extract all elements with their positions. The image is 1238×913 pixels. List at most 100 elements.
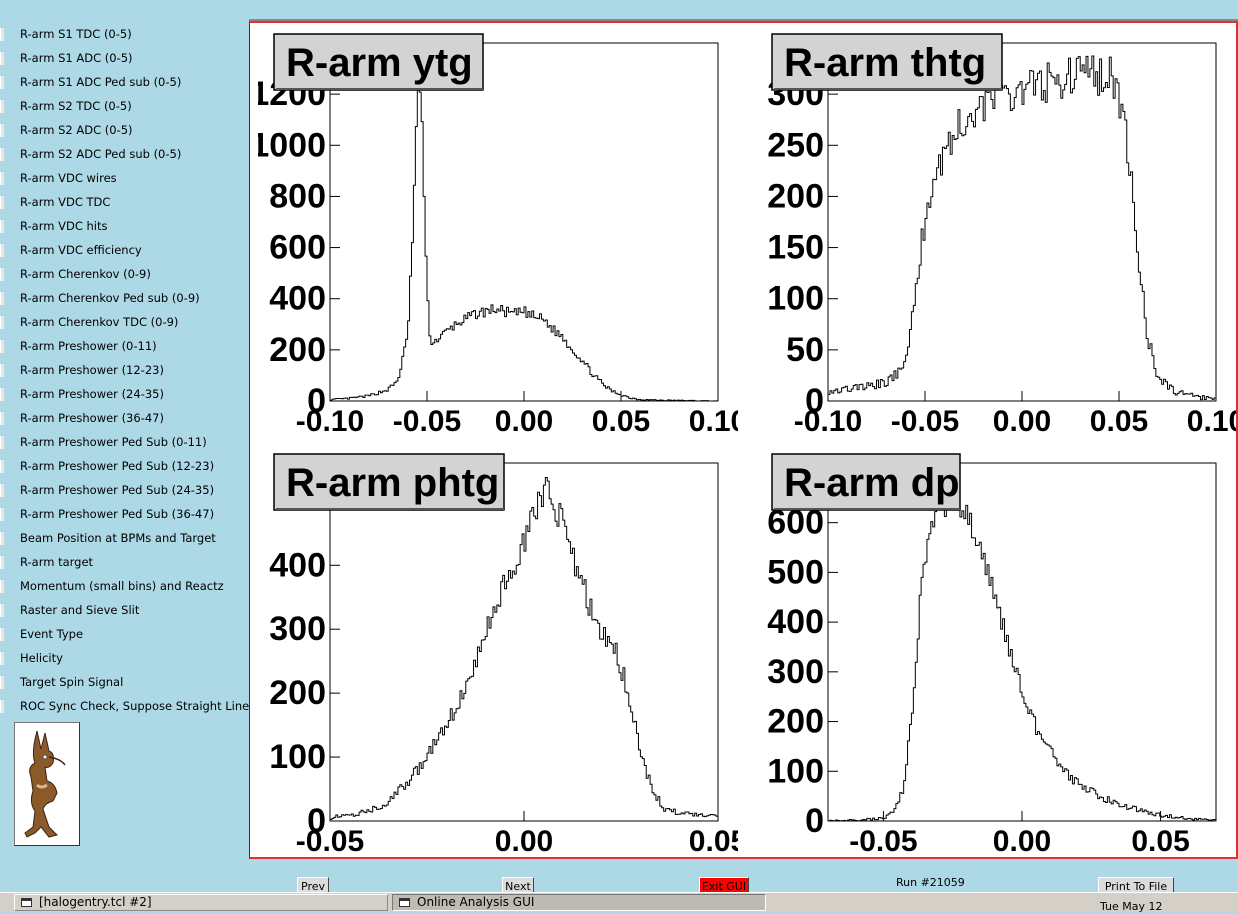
window-icon — [399, 898, 410, 907]
sidebar-item[interactable]: R-arm S2 ADC Ped sub (0-5) — [0, 142, 258, 166]
sidebar-item-label: R-arm Preshower (24-35) — [20, 387, 164, 401]
sidebar-item[interactable]: R-arm S2 ADC (0-5) — [0, 118, 258, 142]
sidebar-item-label: Raster and Sieve Slit — [20, 603, 140, 617]
sidebar-item-label: R-arm VDC efficiency — [20, 243, 142, 257]
sidebar-item[interactable]: Target Spin Signal — [0, 670, 258, 694]
sidebar-item-marker — [0, 148, 4, 161]
taskbar: [halogentry.tcl #2] Online Analysis GUI … — [0, 892, 1238, 913]
sidebar-item[interactable]: R-arm VDC wires — [0, 166, 258, 190]
sidebar-item[interactable]: R-arm VDC hits — [0, 214, 258, 238]
sidebar-item[interactable]: Momentum (small bins) and Reactz — [0, 574, 258, 598]
y-tick-label: 50 — [786, 331, 824, 369]
sidebar-item[interactable]: Raster and Sieve Slit — [0, 598, 258, 622]
sidebar-item-marker — [0, 220, 4, 233]
sidebar-item[interactable]: R-arm Preshower (24-35) — [0, 382, 258, 406]
sidebar-item-marker — [0, 460, 4, 473]
histogram-line — [828, 484, 1216, 822]
sidebar-item-marker — [0, 388, 4, 401]
y-tick-label: 400 — [767, 603, 824, 641]
pad-phtg[interactable]: 0 100 200 300 400 -0.05 0.00 0.05 R-arm phtg — [258, 451, 738, 858]
plot-frame — [329, 42, 719, 402]
sidebar-item-marker — [0, 532, 4, 545]
coyote-logo-icon[interactable] — [14, 722, 80, 846]
x-tick-label: -0.05 — [849, 825, 917, 858]
exit-gui-button[interactable]: Exit GUI — [699, 877, 749, 895]
sidebar-item-label: R-arm Preshower (36-47) — [20, 411, 164, 425]
sidebar-item-marker — [0, 100, 4, 113]
sidebar-item-label: R-arm S2 TDC (0-5) — [20, 99, 132, 113]
x-tick-label: 0.00 — [993, 405, 1051, 438]
sidebar-item-marker — [0, 196, 4, 209]
x-tick-label: 0.05 — [1090, 405, 1148, 438]
sidebar-item[interactable]: R-arm S1 ADC Ped sub (0-5) — [0, 70, 258, 94]
sidebar-item[interactable]: R-arm VDC efficiency — [0, 238, 258, 262]
plot-title-box — [771, 33, 1003, 91]
sidebar-item-label: R-arm S1 ADC (0-5) — [20, 51, 133, 65]
sidebar-item-label: R-arm Preshower Ped Sub (0-11) — [20, 435, 207, 449]
print-to-file-button[interactable]: Print To File — [1098, 877, 1174, 895]
sidebar-item[interactable]: Beam Position at BPMs and Target — [0, 526, 258, 550]
plot-title: R-arm thtg — [784, 41, 986, 85]
taskbar-item-online-analysis[interactable]: Online Analysis GUI — [392, 894, 766, 911]
sidebar-item-label: R-arm S1 ADC Ped sub (0-5) — [20, 75, 182, 89]
sidebar-item-label: R-arm Preshower Ped Sub (24-35) — [20, 483, 215, 497]
sidebar-item[interactable]: R-arm S1 TDC (0-5) — [0, 22, 258, 46]
sidebar-item[interactable]: R-arm Preshower (0-11) — [0, 334, 258, 358]
sidebar-item[interactable]: R-arm Preshower Ped Sub (0-11) — [0, 430, 258, 454]
x-tick-label: 0.10 — [1187, 405, 1236, 438]
sidebar-item-marker — [0, 700, 4, 713]
sidebar-item[interactable]: R-arm Preshower Ped Sub (24-35) — [0, 478, 258, 502]
sidebar-item[interactable]: R-arm Preshower Ped Sub (12-23) — [0, 454, 258, 478]
sidebar-item-marker — [0, 364, 4, 377]
sidebar-item[interactable]: R-arm Cherenkov Ped sub (0-9) — [0, 286, 258, 310]
sidebar-item-label: R-arm Preshower Ped Sub (36-47) — [20, 507, 215, 521]
prev-button[interactable]: Prev — [297, 877, 329, 895]
sidebar-item-marker — [0, 292, 4, 305]
sidebar-item[interactable]: R-arm Cherenkov (0-9) — [0, 262, 258, 286]
sidebar-item-marker — [0, 556, 4, 569]
sidebar-item[interactable]: Event Type — [0, 622, 258, 646]
y-tick-label: 250 — [767, 126, 824, 164]
sidebar-item-marker — [0, 76, 4, 89]
sidebar-item-marker — [0, 676, 4, 689]
pad-thtg[interactable]: 050100150200250300-0.10-0.050.000.050.10… — [756, 31, 1236, 441]
pad-dp[interactable]: 0 100 200 300 400 500 600 -0.05 0.00 0.05 R-arm dp — [756, 451, 1236, 858]
y-tick-label: 100 — [269, 738, 326, 776]
pad-ytg[interactable]: 020040060080010001200-0.10-0.050.000.050… — [258, 31, 738, 441]
sidebar-item-label: ROC Sync Check, Suppose Straight Lines — [20, 699, 256, 713]
sidebar-item[interactable]: ROC Sync Check, Suppose Straight Lines — [0, 694, 258, 718]
sidebar-item-label: R-arm Cherenkov (0-9) — [20, 267, 151, 281]
y-tick-label: 0 — [805, 382, 824, 420]
plot-frame — [329, 462, 719, 822]
sidebar-item-marker — [0, 508, 4, 521]
sidebar-item-label: Event Type — [20, 627, 84, 641]
taskbar-item-halogentry[interactable]: [halogentry.tcl #2] — [14, 894, 388, 911]
y-tick-label: 0 — [805, 802, 824, 840]
histogram-line — [330, 82, 718, 402]
y-tick-label: 1000 — [258, 126, 326, 164]
plot-canvas[interactable]: 020040060080010001200-0.10-0.050.000.050… — [249, 21, 1238, 859]
y-tick-label: 300 — [767, 653, 824, 691]
y-tick-label: 100 — [767, 752, 824, 790]
y-tick-label: 400 — [269, 280, 326, 318]
sidebar-item[interactable]: R-arm Preshower Ped Sub (36-47) — [0, 502, 258, 526]
x-tick-label: 0.05 — [1131, 825, 1189, 858]
x-tick-label: -0.10 — [794, 405, 862, 438]
sidebar-item[interactable]: R-arm Preshower (36-47) — [0, 406, 258, 430]
sidebar-item-label: R-arm S1 TDC (0-5) — [20, 27, 132, 41]
y-tick-label: 0 — [307, 382, 326, 420]
sidebar-item[interactable]: R-arm target — [0, 550, 258, 574]
y-tick-label: 200 — [269, 331, 326, 369]
x-tick-label: 0.00 — [495, 825, 553, 858]
sidebar-item[interactable]: R-arm S2 TDC (0-5) — [0, 94, 258, 118]
taskbar-item-label: [halogentry.tcl #2] — [39, 895, 152, 909]
sidebar-item[interactable]: Helicity — [0, 646, 258, 670]
sidebar-item[interactable]: R-arm Preshower (12-23) — [0, 358, 258, 382]
sidebar-item[interactable]: R-arm S1 ADC (0-5) — [0, 46, 258, 70]
sidebar-item[interactable]: R-arm Cherenkov TDC (0-9) — [0, 310, 258, 334]
next-button[interactable]: Next — [502, 877, 534, 895]
sidebar-item-label: Helicity — [20, 651, 63, 665]
histogram-line — [330, 476, 718, 820]
sidebar-item[interactable]: R-arm VDC TDC — [0, 190, 258, 214]
sidebar-item-label: R-arm Preshower Ped Sub (12-23) — [20, 459, 215, 473]
